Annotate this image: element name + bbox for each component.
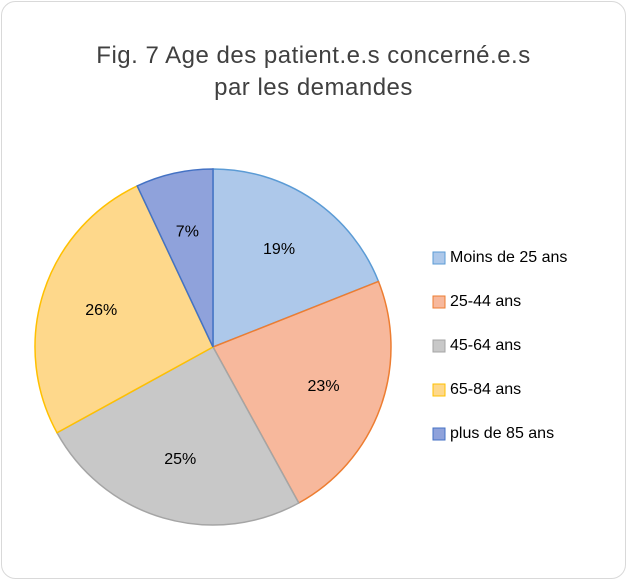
data-label: 25% — [164, 451, 196, 468]
legend-swatch — [432, 251, 446, 265]
data-label: 7% — [176, 224, 199, 241]
data-label: 23% — [308, 378, 340, 395]
legend-label: Moins de 25 ans — [450, 249, 567, 266]
legend-swatch — [432, 383, 446, 397]
legend-label: 25-44 ans — [450, 293, 521, 310]
legend-swatch — [432, 339, 446, 353]
legend-label: plus de 85 ans — [450, 425, 554, 442]
chart-title: Fig. 7 Age des patient.e.s concerné.e.s … — [96, 42, 531, 101]
pie-slice — [211, 280, 392, 505]
legend-label: 45-64 ans — [450, 337, 521, 354]
pie-slice — [55, 345, 300, 526]
data-label: 26% — [85, 302, 117, 319]
legend-swatch — [432, 427, 446, 441]
legend-label: 65-84 ans — [450, 381, 521, 398]
pie-slice — [212, 168, 380, 349]
data-label: 19% — [263, 241, 295, 258]
pie-slice — [34, 184, 214, 434]
pie-slice — [136, 168, 214, 348]
legend-swatch — [432, 295, 446, 309]
